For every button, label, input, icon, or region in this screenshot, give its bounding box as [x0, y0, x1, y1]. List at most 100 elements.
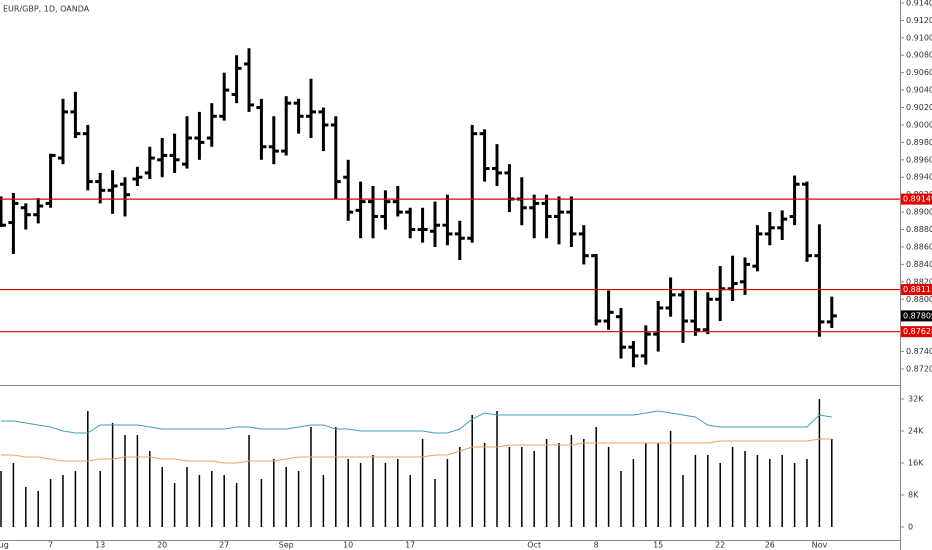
ohlc-range [408, 207, 412, 239]
ohlc-close [485, 167, 490, 171]
ohlc-open [182, 162, 186, 166]
volume-bar [62, 475, 64, 527]
ohlc-range [669, 277, 673, 317]
ohlc-close [336, 180, 341, 184]
ohlc-close [113, 184, 118, 188]
ohlc-open [380, 214, 385, 218]
ohlc-range [334, 116, 338, 200]
ohlc-close [175, 158, 180, 162]
volume-bar [669, 431, 672, 527]
ohlc-range [743, 257, 747, 295]
ohlc-range [780, 210, 784, 240]
ohlc-close [188, 136, 192, 140]
x-tick-label: Nov [812, 541, 828, 550]
ohlc-close [659, 306, 664, 310]
ohlc-range [222, 72, 226, 121]
ohlc-open [58, 156, 62, 160]
ohlc-range [631, 341, 635, 368]
ohlc-open [256, 106, 261, 110]
ohlc-open [169, 153, 174, 157]
volume-bar [74, 471, 77, 527]
level-label-bg [901, 326, 932, 338]
ohlc-open [578, 232, 583, 236]
ohlc-range [755, 225, 759, 272]
volume-bar [297, 471, 300, 527]
volume-bar [707, 455, 709, 527]
ohlc-open [715, 297, 720, 301]
ohlc-open [690, 319, 695, 323]
ohlc-open [206, 136, 211, 140]
ohlc-close [163, 153, 168, 157]
volume-bar [607, 447, 610, 527]
ohlc-close [64, 110, 68, 114]
ohlc-range [148, 146, 152, 179]
ohlc-open [120, 182, 124, 186]
y-tick-label: 24K [908, 427, 924, 436]
ohlc-range [458, 220, 462, 261]
volume-bar [806, 459, 808, 527]
y-tick-label: 0 [908, 523, 913, 532]
ohlc-range [805, 181, 809, 262]
ohlc-open [479, 132, 484, 136]
ohlc-range [73, 91, 77, 139]
volume-bar [682, 475, 684, 527]
ohlc-range [371, 185, 375, 239]
ohlc-range [321, 107, 325, 152]
x-tick-label: 13 [95, 541, 105, 550]
ohlc-close [411, 228, 416, 232]
ohlc-close [498, 171, 502, 175]
ohlc-range [532, 194, 536, 239]
ohlc-open [343, 175, 348, 179]
ohlc-range [86, 124, 90, 191]
ohlc-close [646, 332, 651, 336]
ohlc-open [244, 62, 248, 66]
x-tick-label: 27 [219, 541, 229, 550]
volume-bar [471, 415, 473, 527]
ohlc-open [132, 177, 137, 181]
ohlc-open [82, 132, 87, 136]
volume-bar [508, 447, 511, 527]
ohlc-range [135, 166, 139, 186]
ohlc-close [39, 204, 44, 208]
volume-bar [37, 491, 39, 527]
ohlc-close [584, 254, 589, 258]
ohlc-open [628, 345, 633, 349]
level-label: 0.87628 [903, 327, 932, 336]
ohlc-range [681, 290, 685, 343]
ohlc-close [398, 210, 403, 214]
volume-bar [397, 459, 399, 527]
volume-bar [570, 435, 573, 527]
ohlc-range [247, 48, 251, 112]
volume-bar [359, 463, 362, 527]
ohlc-close [696, 328, 701, 332]
ohlc-close [200, 140, 205, 144]
ohlc-close [14, 201, 19, 205]
volume-bar [149, 451, 151, 527]
ohlc-range [346, 159, 350, 221]
y-tick-label: 8K [908, 491, 919, 500]
volume-bar [49, 479, 52, 527]
ohlc-range [0, 196, 3, 227]
ohlc-range [433, 201, 437, 247]
ohlc-close [671, 293, 676, 297]
ohlc-range [706, 292, 710, 335]
ohlc-range [383, 190, 387, 230]
ohlc-open [467, 236, 472, 240]
volume-bar [595, 427, 597, 527]
volume-bar [347, 459, 349, 527]
last-price-bg [901, 310, 932, 322]
ohlc-close [473, 132, 478, 136]
ohlc-close [225, 88, 230, 92]
ohlc-range [656, 300, 660, 352]
ohlc-open [529, 206, 534, 210]
ohlc-range [235, 55, 239, 104]
ohlc-close [76, 132, 81, 136]
ohlc-close [2, 223, 6, 227]
ohlc-open [653, 332, 658, 336]
ohlc-close [324, 123, 329, 127]
volume-bar [322, 475, 325, 527]
